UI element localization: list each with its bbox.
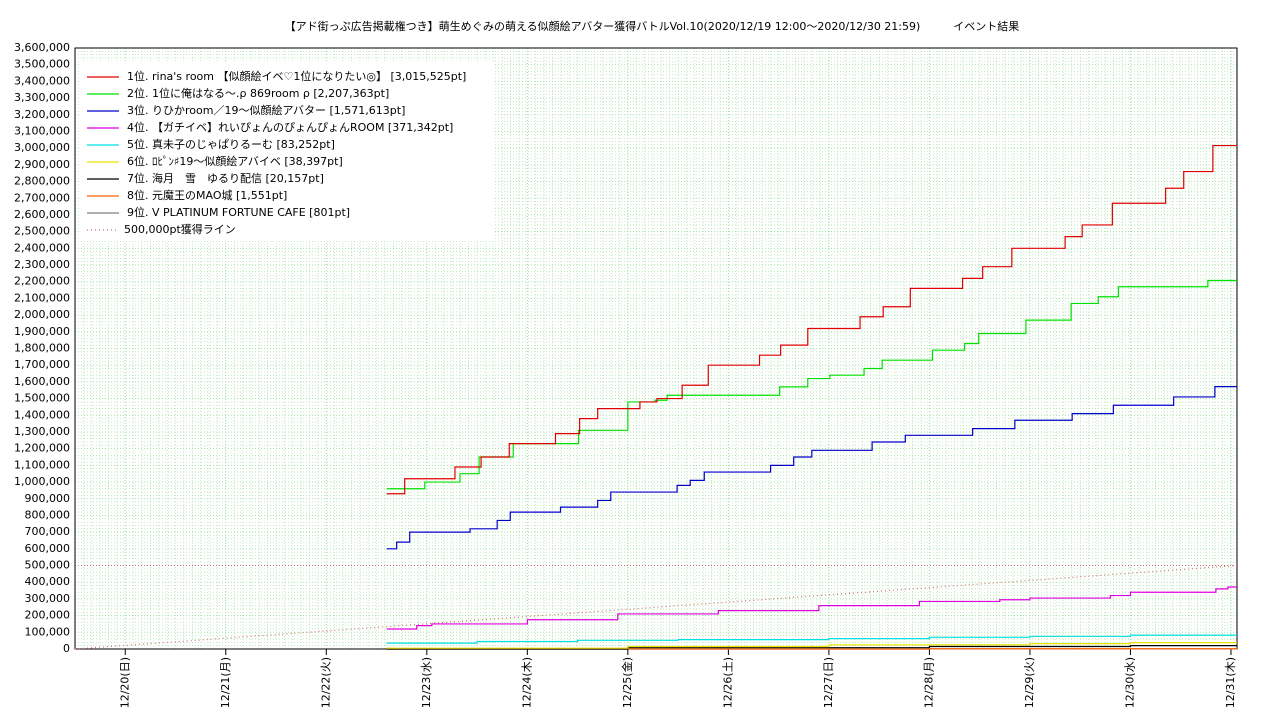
- y-tick-label: 2,500,000: [14, 225, 70, 238]
- x-tick-label: 12/28(月): [922, 657, 935, 708]
- y-tick-label: 3,100,000: [14, 124, 70, 137]
- x-tick-label: 12/30(水): [1123, 657, 1136, 708]
- y-tick-label: 2,600,000: [14, 208, 70, 221]
- series-line: [386, 634, 1237, 644]
- y-tick-label: 800,000: [25, 508, 71, 521]
- series-line: [386, 279, 1237, 490]
- y-tick-label: 2,700,000: [14, 191, 70, 204]
- y-tick-label: 1,200,000: [14, 442, 70, 455]
- y-tick-label: 3,600,000: [14, 41, 70, 54]
- y-tick-label: 3,500,000: [14, 58, 70, 71]
- y-tick-label: 100,000: [25, 625, 71, 638]
- x-tick-label: 12/21(月): [219, 657, 232, 708]
- y-tick-label: 3,400,000: [14, 74, 70, 87]
- y-tick-label: 400,000: [25, 575, 71, 588]
- x-tick-label: 12/22(火): [319, 657, 332, 708]
- series-line: [386, 144, 1237, 495]
- legend-label: 5位. 真未子のじゃぱりるーむ [83,252pt]: [127, 137, 335, 151]
- x-tick-label: 12/29(火): [1023, 657, 1036, 708]
- legend-label: 7位. 海月 雪 ゆるり配信 [20,157pt]: [127, 171, 324, 185]
- y-tick-label: 0: [63, 642, 70, 655]
- legend-label: 1位. rina's room 【似顔絵イベ♡1位になりたい◎】 [3,015,…: [127, 69, 466, 83]
- y-tick-label: 200,000: [25, 609, 71, 622]
- legend-label: 9位. V PLATINUM FORTUNE CAFE [801pt]: [127, 205, 350, 219]
- y-tick-label: 3,300,000: [14, 91, 70, 104]
- series-line: [386, 645, 1237, 650]
- y-tick-label: 1,500,000: [14, 392, 70, 405]
- y-tick-label: 2,100,000: [14, 291, 70, 304]
- x-tick-label: 12/24(木): [520, 657, 533, 708]
- y-tick-label: 700,000: [25, 525, 71, 538]
- y-tick-label: 1,000,000: [14, 475, 70, 488]
- y-tick-label: 2,400,000: [14, 241, 70, 254]
- x-tick-label: 12/20(日): [118, 657, 131, 708]
- y-tick-label: 2,800,000: [14, 175, 70, 188]
- y-tick-label: 2,900,000: [14, 158, 70, 171]
- y-tick-label: 300,000: [25, 592, 71, 605]
- x-tick-label: 12/25(金): [620, 657, 634, 708]
- x-tick-label: 12/26(土): [721, 657, 734, 708]
- y-tick-label: 1,400,000: [14, 408, 70, 421]
- y-tick-label: 1,600,000: [14, 375, 70, 388]
- chart-title: 【アド街っぷ広告掲載権つき】萌生めぐみの萌える似顔絵アバター獲得バトルVol.1…: [285, 19, 1020, 33]
- legend-label: 8位. 元魔王のMAO城 [1,551pt]: [127, 188, 287, 202]
- legend-label: 6位. ﾛﾋﾟﾝ♯19〜似顔絵アバイベ [38,397pt]: [127, 154, 343, 168]
- series-line: [386, 586, 1237, 630]
- legend-label: 2位. 1位に俺はなる〜.ρ 869room ρ [2,207,363pt]: [127, 86, 389, 100]
- legend-label: 500,000pt獲得ライン: [124, 223, 236, 236]
- y-tick-label: 3,000,000: [14, 141, 70, 154]
- y-tick-label: 1,800,000: [14, 342, 70, 355]
- y-tick-label: 500,000: [25, 559, 71, 572]
- series-line: [386, 641, 1237, 649]
- y-tick-label: 1,300,000: [14, 425, 70, 438]
- legend-label: 3位. りひかroom／19〜似顔絵アバター [1,571,613pt]: [127, 103, 405, 117]
- y-tick-label: 900,000: [25, 492, 71, 505]
- y-tick-label: 2,300,000: [14, 258, 70, 271]
- y-tick-label: 3,200,000: [14, 108, 70, 121]
- series-line: [386, 386, 1237, 550]
- x-tick-label: 12/23(水): [420, 657, 433, 708]
- y-tick-label: 2,000,000: [14, 308, 70, 321]
- x-tick-label: 12/27(日): [822, 657, 835, 708]
- x-tick-label: 12/31(木): [1224, 657, 1237, 708]
- y-tick-label: 1,900,000: [14, 325, 70, 338]
- y-tick-label: 1,700,000: [14, 358, 70, 371]
- legend-box: [79, 61, 495, 241]
- y-tick-label: 1,100,000: [14, 458, 70, 471]
- legend-label: 4位. 【ガチイベ】れいぴょんのぴょんぴょんROOM [371,342pt]: [127, 120, 453, 134]
- y-tick-label: 600,000: [25, 542, 71, 555]
- y-tick-label: 2,200,000: [14, 275, 70, 288]
